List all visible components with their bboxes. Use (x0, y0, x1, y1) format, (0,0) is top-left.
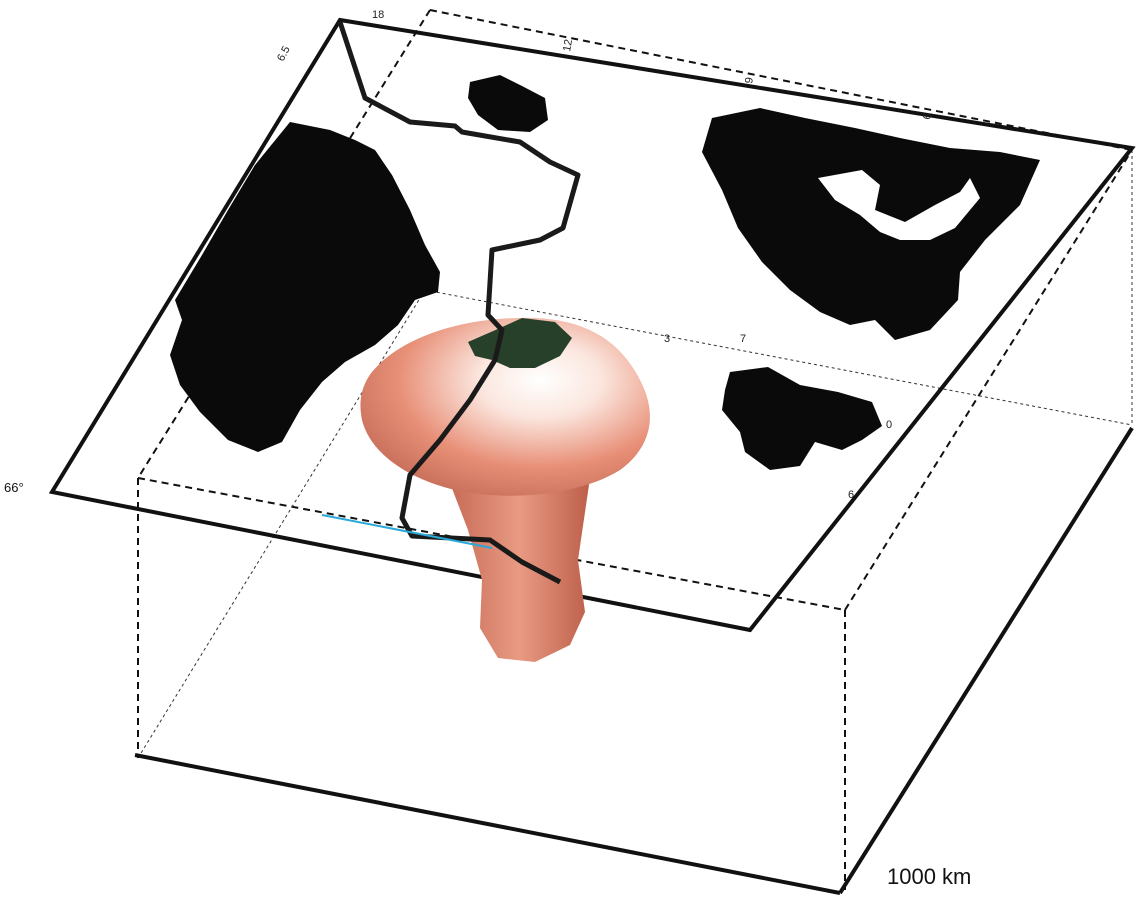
mid-atlantic-ridge-line (337, 21, 581, 585)
svalbard-landmass (468, 75, 548, 132)
tick-label: 6 (921, 112, 934, 120)
tick-label: 18 (372, 9, 384, 21)
box-bottom-edges (134, 426, 1134, 895)
british-isles-landmass (722, 367, 882, 470)
baltic-sea (818, 170, 980, 240)
tick-label: 9 (743, 76, 756, 84)
tick-label: 6 (848, 489, 854, 501)
tick-label: 7 (740, 333, 746, 345)
box-hidden-edges (137, 9, 1133, 890)
tick-label: 12 (561, 38, 575, 52)
transect-accent-line (321, 514, 493, 549)
map-surface-frame (48, 17, 1136, 633)
greenland-landmass (170, 122, 440, 452)
plume-stem (448, 478, 590, 662)
tick-label: 0 (886, 419, 892, 431)
scale-label: 1000 km (887, 864, 971, 889)
corner-latitude-label: 66° (4, 480, 24, 495)
tick-label: 6.5 (275, 44, 293, 63)
tick-label: 3 (664, 333, 670, 345)
